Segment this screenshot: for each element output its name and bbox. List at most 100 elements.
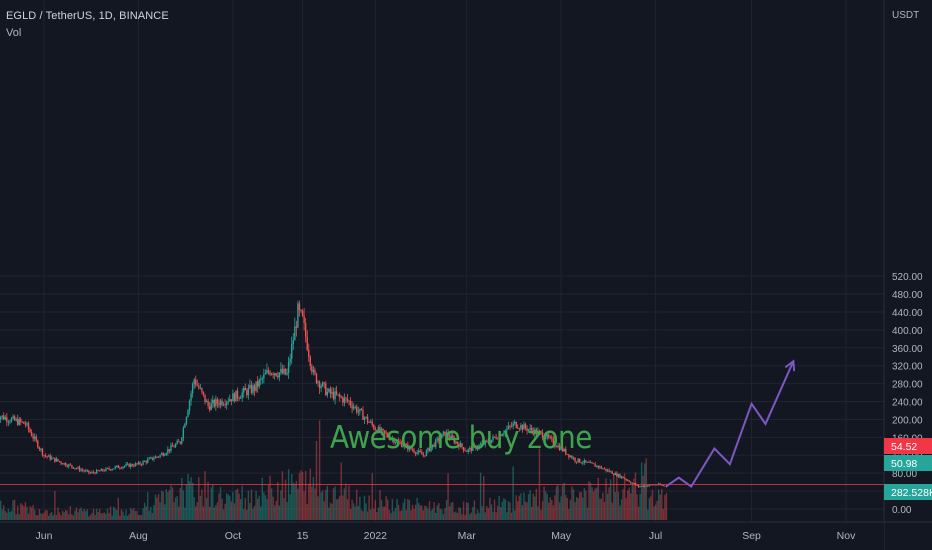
volume-bar xyxy=(94,515,96,520)
volume-bar xyxy=(131,509,133,520)
volume-bar xyxy=(571,486,573,520)
volume-bar xyxy=(243,509,245,520)
candle-body xyxy=(207,400,209,407)
volume-bar xyxy=(489,497,491,520)
volume-bar xyxy=(391,499,394,520)
candle-body xyxy=(83,470,85,472)
buy-zone-annotation: Awesome buy zone xyxy=(330,420,592,456)
volume-bar xyxy=(311,486,313,520)
chart-grid xyxy=(0,0,884,522)
candle-body xyxy=(549,437,551,439)
candle-body xyxy=(309,356,311,367)
candle-body xyxy=(306,336,308,350)
candle-body xyxy=(391,438,394,440)
volume-bar xyxy=(35,515,37,520)
candle-body xyxy=(396,440,398,443)
volume-bar xyxy=(134,510,137,520)
candle-body xyxy=(269,372,271,375)
candle-body xyxy=(417,450,420,453)
candle-body xyxy=(496,438,499,440)
candle-body xyxy=(72,466,75,469)
volume-bar xyxy=(450,502,452,520)
volume-bar xyxy=(295,480,298,520)
volume-bar xyxy=(165,489,168,520)
candle-body xyxy=(71,465,73,467)
volume-bar xyxy=(263,492,265,520)
candle-body xyxy=(294,326,296,341)
volume-bar xyxy=(657,489,660,520)
volume-bar xyxy=(362,511,364,520)
volume-bar xyxy=(78,509,81,520)
candle-body xyxy=(517,427,519,429)
volume-bar xyxy=(281,471,284,520)
candle-body xyxy=(620,476,623,478)
symbol-legend[interactable]: EGLD / TetherUS, 1D, BINANCE xyxy=(6,10,169,22)
volume-bar xyxy=(13,499,16,520)
candle-body xyxy=(394,442,397,444)
volume-bar xyxy=(382,506,384,520)
volume-bar xyxy=(224,503,226,520)
price-axis[interactable]: 520.00 480.00 440.00 400.00 360.00 320.00 280.… xyxy=(883,0,932,550)
candle-body xyxy=(524,424,527,429)
volume-bar xyxy=(71,514,73,520)
volume-bar xyxy=(34,509,36,520)
volume-bar xyxy=(284,479,287,520)
projection-line[interactable] xyxy=(665,360,795,489)
volume-bar xyxy=(66,510,68,520)
candle-body xyxy=(390,438,392,440)
candle-body xyxy=(204,394,206,403)
volume-bar xyxy=(219,486,222,520)
volume-bar xyxy=(250,489,253,520)
candle-body xyxy=(554,444,556,447)
volume-bar xyxy=(476,509,479,520)
volume-bar xyxy=(340,462,342,520)
candle-body xyxy=(162,453,164,456)
volume-bars xyxy=(0,420,668,520)
candle-body xyxy=(405,444,407,446)
candle-body xyxy=(123,465,126,467)
candle-body xyxy=(464,450,466,452)
volume-bar xyxy=(267,485,270,520)
volume-bar xyxy=(394,508,397,520)
candle-body xyxy=(613,474,615,475)
volume-bar xyxy=(334,486,336,520)
candle-body xyxy=(478,444,480,448)
candle-body xyxy=(578,458,581,463)
volume-bar xyxy=(537,506,539,520)
volume-legend[interactable]: Vol xyxy=(6,27,22,39)
volume-bar xyxy=(191,482,194,520)
volume-bar xyxy=(16,505,19,520)
time-tick-label: 15 xyxy=(297,530,309,542)
volume-bar xyxy=(363,495,366,520)
volume-bar xyxy=(486,506,488,520)
candle-body xyxy=(173,446,175,448)
candle-body xyxy=(176,441,178,445)
price-tick-label: 400.00 xyxy=(892,326,923,337)
volume-bar xyxy=(597,477,599,520)
candle-body xyxy=(100,469,102,471)
candle-body xyxy=(656,484,658,486)
volume-bar xyxy=(532,493,534,520)
candle-body xyxy=(368,422,370,423)
candle-body xyxy=(617,474,620,477)
candle-body xyxy=(544,438,547,439)
volume-bar xyxy=(356,489,358,520)
volume-bar xyxy=(620,499,623,520)
candle-body xyxy=(21,421,24,423)
volume-bar xyxy=(416,497,418,520)
candle-body xyxy=(212,399,214,404)
candle-body xyxy=(120,467,123,469)
volume-bar xyxy=(160,490,163,520)
candle-body xyxy=(167,449,169,454)
volume-bar xyxy=(469,514,471,520)
candle-body xyxy=(371,421,373,425)
volume-bar xyxy=(69,506,72,520)
volume-bar xyxy=(292,482,294,520)
time-axis[interactable]: Jun Aug Oct 15 2022 Mar May Jul Sep Nov xyxy=(0,521,932,550)
volume-bar xyxy=(352,503,355,520)
volume-bar xyxy=(255,490,257,520)
candle-body xyxy=(506,428,508,431)
candle-body xyxy=(487,440,490,443)
volume-bar xyxy=(414,504,417,520)
